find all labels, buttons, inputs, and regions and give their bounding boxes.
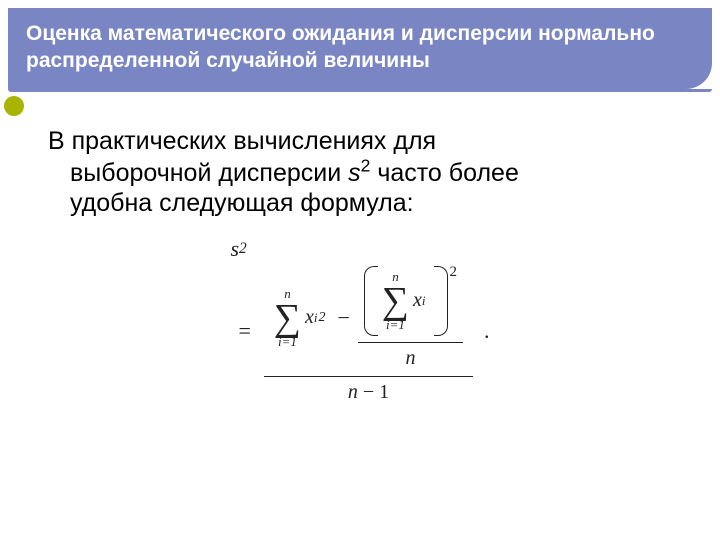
sum2-lower: i=1 xyxy=(386,318,405,332)
body-line-2a: выборочной дисперсии xyxy=(70,159,348,187)
body-paragraph: В практических вычислениях для выборочно… xyxy=(48,126,680,218)
slide-header: Оценка математического ожидания и диспер… xyxy=(8,8,712,89)
sum1-lower: i=1 xyxy=(278,335,297,349)
term-xi-squared: xi2 xyxy=(301,306,330,329)
sigma-icon-2: ∑ xyxy=(382,284,409,318)
formula-lhs: s2 xyxy=(230,236,489,262)
sigma-icon: ∑ xyxy=(274,301,301,335)
outer-denominator: n − 1 xyxy=(338,377,399,406)
accent-bullet-icon xyxy=(4,96,24,116)
header-underline xyxy=(8,89,712,92)
body-var: s xyxy=(348,159,361,187)
lhs-exp: 2 xyxy=(239,240,247,258)
left-paren-icon xyxy=(364,266,378,336)
right-paren-icon xyxy=(434,266,448,336)
term-xi: xi xyxy=(409,289,430,312)
paren-group: n ∑ i=1 xi xyxy=(364,266,448,336)
paren-exponent: 2 xyxy=(448,264,458,281)
formula: s2 = n ∑ i=1 xi2 − xyxy=(230,236,489,406)
body-line-2b: часто более xyxy=(370,159,518,187)
lhs-var: s xyxy=(230,236,239,262)
sum-1: n ∑ i=1 xyxy=(274,287,301,349)
formula-container: s2 = n ∑ i=1 xi2 − xyxy=(0,236,720,406)
minus-sign: − xyxy=(330,305,358,331)
sum-2: n ∑ i=1 xyxy=(382,270,409,332)
body-line-1: В практических вычислениях для xyxy=(48,127,436,155)
body-line-3: удобна следующая формула: xyxy=(48,189,414,217)
outer-numerator: n ∑ i=1 xi2 − xyxy=(264,262,473,377)
inner-denominator: n xyxy=(395,343,425,372)
outer-fraction: n ∑ i=1 xi2 − xyxy=(264,262,473,406)
formula-period: . xyxy=(478,318,490,423)
body-var-exp: 2 xyxy=(361,156,371,176)
equals-sign: = xyxy=(230,318,258,343)
inner-fraction: n ∑ i=1 xi xyxy=(358,264,463,372)
slide-title: Оценка математического ожидания и диспер… xyxy=(26,20,694,75)
inner-numerator: n ∑ i=1 xi xyxy=(358,264,463,343)
